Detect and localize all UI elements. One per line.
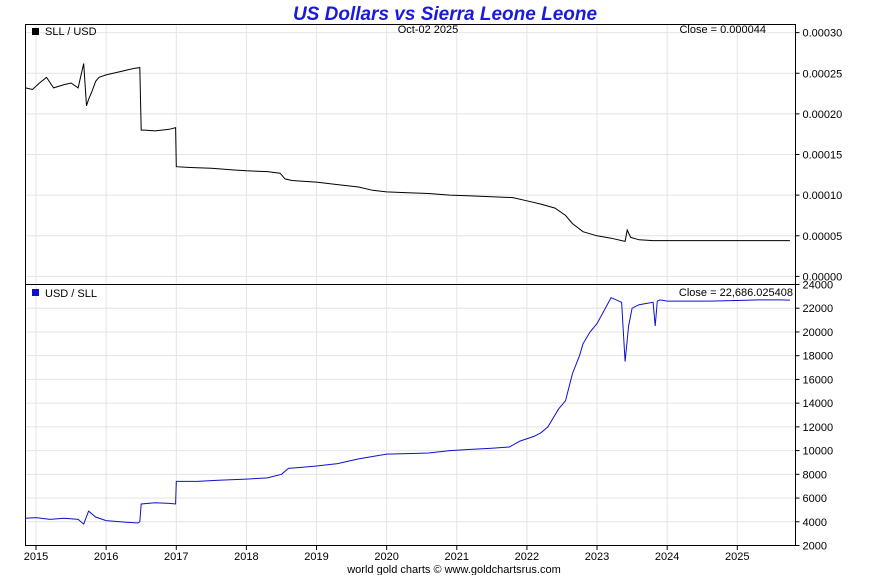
- panel1-ytick-label-0.00010: 0.00010: [803, 190, 843, 202]
- panel1-ytick-label-0.00000: 0.00000: [803, 271, 843, 283]
- panel1-legend-swatch: [32, 28, 39, 35]
- xtick-label-2020: 2020: [374, 551, 398, 563]
- sll-usd-series-line: [25, 63, 790, 243]
- x-axis: 2015 2016 2017 2018 2019 2020 2021 2022 2023 2024…: [24, 545, 750, 563]
- xtick-label-2024: 2024: [655, 551, 679, 563]
- xtick-label-2021: 2021: [445, 551, 469, 563]
- usd-sll-series-line: [25, 296, 790, 525]
- xtick-label-2023: 2023: [585, 551, 609, 563]
- panel1-y-axis: 0.00030 0.00025 0.00020 0.00015 0.00010 0.000…: [795, 28, 843, 283]
- panel2-ytick-label-6000: 6000: [803, 493, 827, 505]
- panel1-legend: SLL / USD: [45, 26, 97, 38]
- panel2-ytick-label-14000: 14000: [803, 398, 834, 410]
- chart-title: US Dollars vs Sierra Leone Leone: [293, 4, 598, 25]
- panel2-ytick-label-24000: 24000: [803, 280, 834, 292]
- footer-credit: world gold charts © www.goldchartsrus.co…: [346, 564, 561, 575]
- panel1-ytick-label-0.00020: 0.00020: [803, 109, 843, 121]
- panel1-close-label: Close = 0.000044: [679, 24, 766, 36]
- panel2-ytick-label-20000: 20000: [803, 327, 834, 339]
- panel2-legend: USD / SLL: [45, 288, 97, 300]
- panel1-ytick-label-0.00005: 0.00005: [803, 231, 843, 243]
- panel2-ytick-label-10000: 10000: [803, 446, 834, 458]
- panel2-ytick-label-12000: 12000: [803, 422, 834, 434]
- panel2-ytick-label-16000: 16000: [803, 374, 834, 386]
- xtick-label-2019: 2019: [304, 551, 328, 563]
- xtick-label-2018: 2018: [234, 551, 258, 563]
- panel1-grid: [25, 24, 796, 285]
- xtick-label-2022: 2022: [515, 551, 539, 563]
- panel1-ytick-label-0.00025: 0.00025: [803, 68, 843, 80]
- panel2-y-axis: 24000 22000 20000 18000 16000 14000 12000 10000…: [795, 280, 834, 553]
- panel2-ytick-label-22000: 22000: [803, 303, 834, 315]
- panel2-ytick-label-8000: 8000: [803, 469, 827, 481]
- panel2-ytick-label-18000: 18000: [803, 351, 834, 363]
- panel2-ytick-label-4000: 4000: [803, 517, 827, 529]
- xtick-label-2016: 2016: [94, 551, 118, 563]
- panel1-ytick-label-0.00030: 0.00030: [803, 28, 843, 40]
- xtick-label-2017: 2017: [164, 551, 188, 563]
- panel2-close-label: Close = 22,686.025408: [679, 287, 793, 299]
- xtick-label-2025: 2025: [725, 551, 749, 563]
- xtick-label-2015: 2015: [24, 551, 48, 563]
- panel1-ytick-label-0.00015: 0.00015: [803, 150, 843, 162]
- panel2-frame: [25, 284, 796, 546]
- panel2-ytick-label-2000: 2000: [803, 541, 827, 553]
- chart-date: Oct-02 2025: [398, 24, 459, 36]
- panel2-legend-swatch: [32, 289, 39, 296]
